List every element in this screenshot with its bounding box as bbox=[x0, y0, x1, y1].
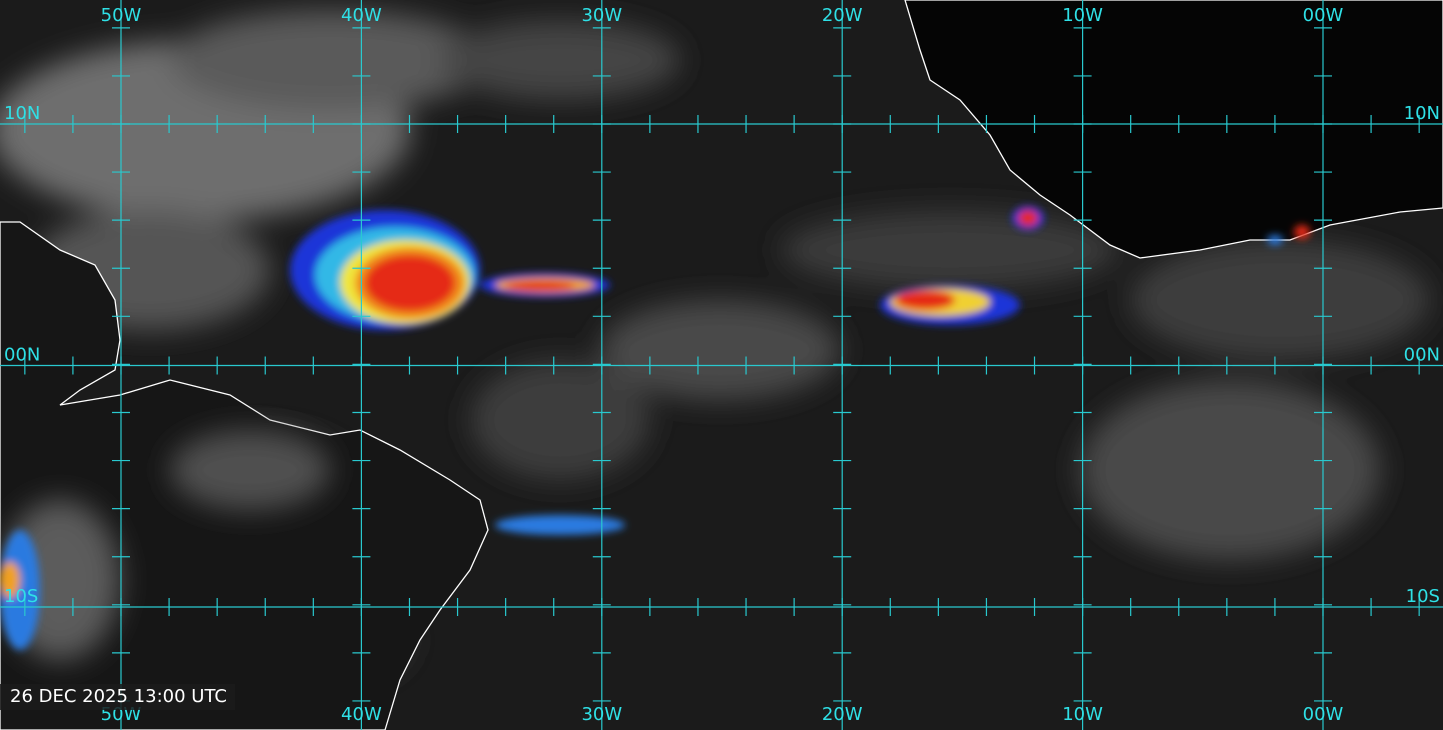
convection bbox=[0, 206, 1310, 650]
latitude-label-left: 10S bbox=[4, 586, 38, 607]
timestamp: 26 DEC 2025 13:00 UTC bbox=[10, 686, 227, 707]
longitude-label-top: 20W bbox=[822, 5, 863, 26]
longitude-label-top: 00W bbox=[1303, 5, 1344, 26]
longitude-label-top: 10W bbox=[1062, 5, 1103, 26]
longitude-label-top: 30W bbox=[581, 5, 622, 26]
longitude-label-bottom: 30W bbox=[581, 704, 622, 725]
latitude-label-right: 00N bbox=[1404, 345, 1440, 366]
latitude-label-left: 00N bbox=[4, 345, 40, 366]
timestamp-backdrop bbox=[0, 684, 235, 710]
longitude-label-top: 40W bbox=[341, 5, 382, 26]
latitude-label-left: 10N bbox=[4, 103, 40, 124]
longitude-label-bottom: 00W bbox=[1303, 704, 1344, 725]
latitude-label-right: 10S bbox=[1406, 586, 1440, 607]
longitude-label-bottom: 40W bbox=[341, 704, 382, 725]
longitude-label-top: 50W bbox=[101, 5, 142, 26]
africa-landmass bbox=[904, 0, 1443, 259]
longitude-label-bottom: 20W bbox=[822, 704, 863, 725]
longitude-label-bottom: 10W bbox=[1062, 704, 1103, 725]
latitude-label-right: 10N bbox=[1404, 103, 1440, 124]
